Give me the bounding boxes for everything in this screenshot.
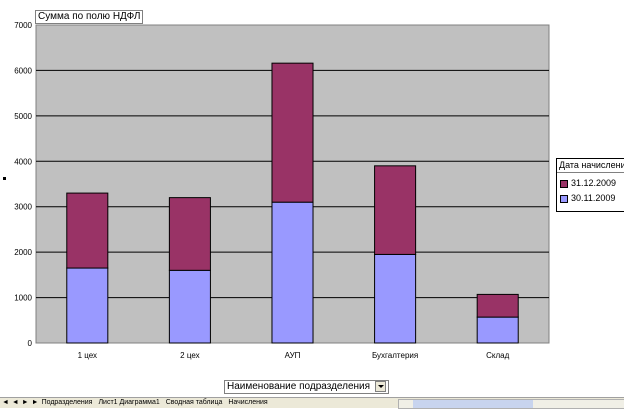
sheet-tab-bar: ◄ ◄ ► ► Подразделения Лист1 Диаграмма1 С… xyxy=(0,397,624,409)
x-tick-label: Бухгалтерия xyxy=(372,351,418,360)
y-tick-label: 0 xyxy=(28,339,33,348)
sheet-nav-prev-button[interactable]: ◄ xyxy=(11,399,19,406)
x-tick-label: 1 цех xyxy=(78,351,97,360)
sheet-tab-nachisleniya[interactable]: Начисления xyxy=(228,399,268,406)
y-tick-label: 7000 xyxy=(14,21,32,30)
category-field-label: Наименование подразделения xyxy=(227,381,371,393)
y-tick-label: 1000 xyxy=(14,294,32,303)
bar-segment xyxy=(374,253,417,344)
legend-title: Дата начисления xyxy=(559,160,624,170)
bars xyxy=(66,62,519,344)
bar-segment xyxy=(66,267,109,344)
sheet-tab-pivot[interactable]: Сводная таблица xyxy=(165,399,223,406)
x-tick-label: Склад xyxy=(486,351,509,360)
bar-segment xyxy=(66,192,109,269)
y-tick-label: 5000 xyxy=(14,112,32,121)
legend-item-series-1: 30.11.2009 xyxy=(560,192,615,204)
bar-segment xyxy=(271,62,314,203)
sheet-nav-next-button[interactable]: ► xyxy=(21,399,29,406)
sheet-nav-last-button[interactable]: ► xyxy=(31,399,39,406)
sheet-nav-first-button[interactable]: ◄ xyxy=(2,399,9,406)
bar-segment xyxy=(168,269,211,344)
y-tick-label: 6000 xyxy=(14,66,32,75)
bar-segment xyxy=(476,316,519,344)
x-tick-label: 2 цех xyxy=(180,351,199,360)
sheet-tab-podrazdeleniya[interactable]: Подразделения xyxy=(41,399,93,406)
legend-swatch-series-1 xyxy=(560,194,568,203)
legend-title-button[interactable]: Дата начисления xyxy=(557,159,624,173)
chevron-down-icon[interactable] xyxy=(374,381,386,392)
y-tick-label: 3000 xyxy=(14,203,32,212)
legend-label-series-2: 31.12.2009 xyxy=(571,178,617,188)
bar-segment xyxy=(168,197,211,271)
y-axis-marker xyxy=(3,177,6,180)
bar-segment xyxy=(374,165,417,255)
legend-swatch-series-2 xyxy=(560,179,568,188)
y-tick-label: 2000 xyxy=(14,248,32,257)
legend: Дата начисления 31.12.2009 30.11.2009 xyxy=(556,158,624,212)
x-tick-label: АУП xyxy=(285,351,301,360)
bar-segment xyxy=(271,201,314,344)
sheet-tab-chart[interactable]: Лист1 Диаграмма1 xyxy=(98,399,160,406)
y-tick-label: 4000 xyxy=(14,157,32,166)
scrollbar-thumb[interactable] xyxy=(413,400,533,408)
legend-item-series-2: 31.12.2009 xyxy=(560,177,616,189)
x-axis-tick-labels: 1 цех 2 цех АУП Бухгалтерия Склад xyxy=(78,351,510,360)
sheet-tabs: ◄ ◄ ► ► Подразделения Лист1 Диаграмма1 С… xyxy=(2,398,272,408)
data-field-label: Сумма по полю НДФЛ xyxy=(38,11,141,22)
legend-label-series-1: 30.11.2009 xyxy=(571,193,616,203)
bar-segment xyxy=(476,293,519,318)
y-axis-tick-labels: 0 1000 2000 3000 4000 5000 6000 7000 xyxy=(14,21,32,348)
category-field-button[interactable]: Наименование подразделения xyxy=(224,380,389,395)
data-field-button[interactable]: Сумма по полю НДФЛ xyxy=(35,10,144,24)
horizontal-scrollbar[interactable] xyxy=(398,399,624,409)
